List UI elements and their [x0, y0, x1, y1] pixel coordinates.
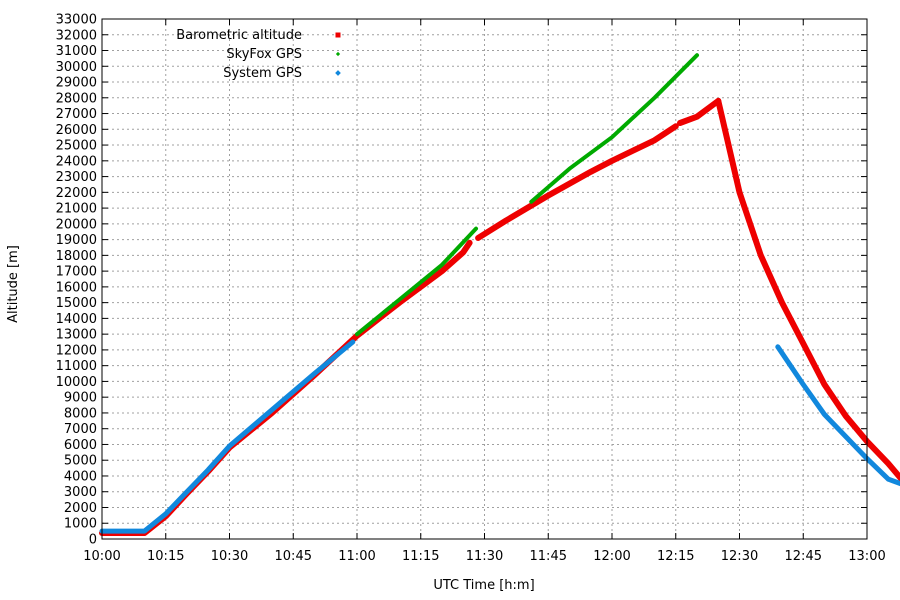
y-tick-label: 32000 [56, 28, 97, 43]
series-trace [715, 97, 900, 483]
x-tick-label: 13:00 [848, 549, 885, 564]
y-tick-label: 33000 [56, 13, 97, 28]
series-system-gps [99, 339, 900, 534]
y-tick-label: 21000 [56, 202, 97, 217]
y-tick-label: 3000 [64, 485, 97, 500]
series-trace [677, 97, 722, 126]
y-tick-label: 11000 [56, 359, 97, 374]
x-tick-label: 11:00 [338, 549, 375, 564]
x-tick-label: 10:45 [275, 549, 312, 564]
y-tick-label: 19000 [56, 233, 97, 248]
y-tick-label: 23000 [56, 170, 97, 185]
series-barometric-altitude [99, 97, 900, 536]
y-tick-label: 10000 [56, 375, 97, 390]
y-tick-label: 28000 [56, 91, 97, 106]
y-tick-label: 1000 [64, 517, 97, 532]
series-trace [99, 339, 356, 534]
x-tick-label: 11:15 [402, 549, 439, 564]
y-axis-label: Altitude [m] [6, 245, 21, 323]
x-tick-label: 11:45 [530, 549, 567, 564]
y-tick-label: 8000 [64, 406, 97, 421]
legend-markers [335, 32, 341, 76]
y-tick-label: 26000 [56, 123, 97, 138]
series-trace [775, 344, 900, 487]
x-axis-label: UTC Time [h:m] [433, 578, 534, 593]
x-tick-label: 12:15 [657, 549, 694, 564]
y-tick-label: 17000 [56, 265, 97, 280]
y-tick-label: 12000 [56, 343, 97, 358]
series-trace [355, 226, 478, 337]
y-tick-label: 31000 [56, 44, 97, 59]
y-tick-label: 0 [89, 533, 97, 548]
legend-marker [335, 70, 341, 76]
x-tick-label: 12:45 [785, 549, 822, 564]
y-tick-label: 20000 [56, 217, 97, 232]
y-tick-label: 29000 [56, 76, 97, 91]
data-series [99, 53, 900, 536]
legend-marker [335, 51, 341, 57]
y-tick-label: 9000 [64, 391, 97, 406]
grid-lines [102, 19, 867, 539]
legend-label-skyfox: SkyFox GPS [226, 47, 302, 62]
y-tick-label: 6000 [64, 438, 97, 453]
legend-label-barometric: Barometric altitude [176, 28, 302, 43]
legend: Barometric altitude SkyFox GPS System GP… [176, 28, 341, 81]
y-tick-label: 24000 [56, 154, 97, 169]
y-tick-label: 7000 [64, 422, 97, 437]
axes: 0100020003000400050006000700080009000100… [56, 13, 886, 565]
y-tick-label: 13000 [56, 328, 97, 343]
x-tick-label: 10:15 [147, 549, 184, 564]
y-tick-label: 15000 [56, 296, 97, 311]
y-tick-label: 18000 [56, 249, 97, 264]
y-tick-label: 27000 [56, 107, 97, 122]
y-tick-label: 22000 [56, 186, 97, 201]
y-tick-label: 30000 [56, 60, 97, 75]
x-tick-label: 10:00 [83, 549, 120, 564]
x-tick-label: 12:00 [593, 549, 630, 564]
x-tick-label: 11:30 [466, 549, 503, 564]
series-skyfox-gps [355, 53, 699, 337]
legend-marker [335, 32, 341, 38]
y-tick-label: 16000 [56, 280, 97, 295]
x-tick-label: 10:30 [211, 549, 248, 564]
series-trace [529, 53, 699, 204]
y-tick-label: 14000 [56, 312, 97, 327]
legend-label-system-gps: System GPS [223, 66, 302, 81]
plot-frame [101, 18, 868, 540]
x-tick-label: 12:30 [721, 549, 758, 564]
y-tick-label: 5000 [64, 454, 97, 469]
series-trace [475, 123, 679, 241]
y-tick-label: 4000 [64, 469, 97, 484]
y-tick-label: 25000 [56, 139, 97, 154]
y-tick-label: 2000 [64, 501, 97, 516]
